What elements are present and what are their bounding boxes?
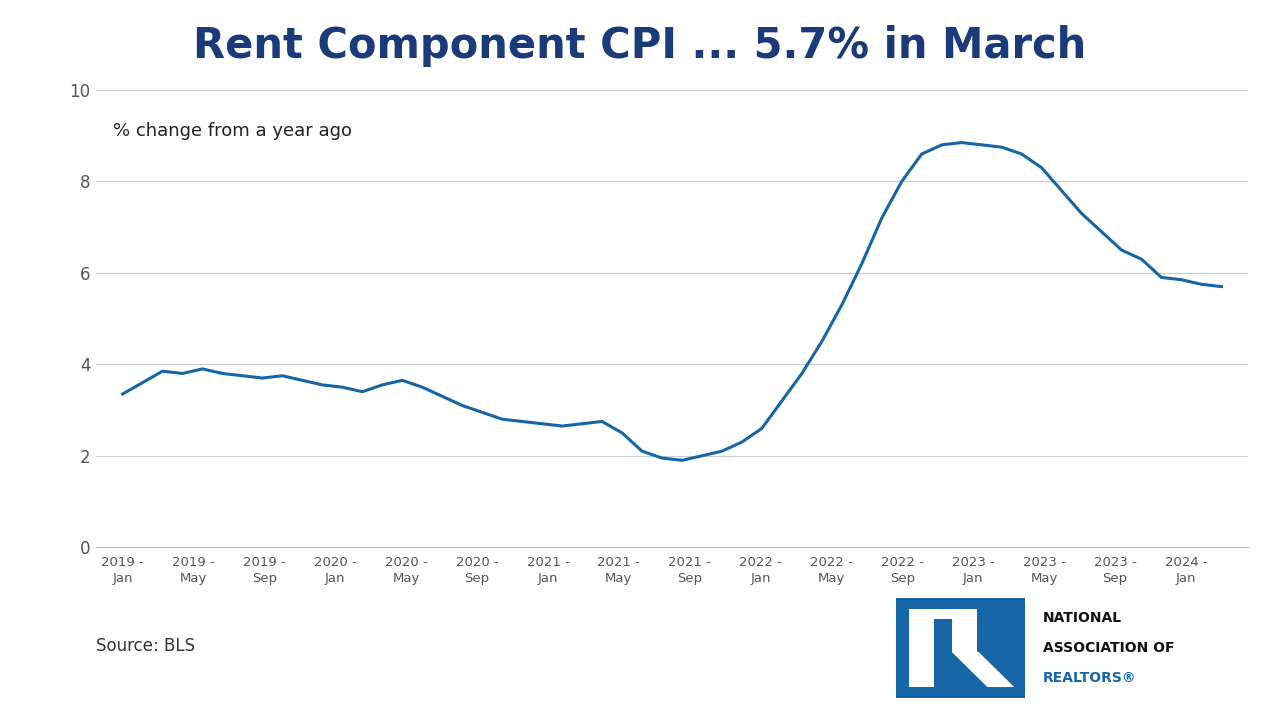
Bar (909, 609, 977, 619)
Text: % change from a year ago: % change from a year ago (114, 122, 352, 140)
Text: ASSOCIATION OF: ASSOCIATION OF (1043, 641, 1175, 655)
Bar (896, 598, 1025, 698)
Text: NATIONAL: NATIONAL (1043, 611, 1123, 625)
Bar (909, 609, 933, 687)
Bar (951, 609, 977, 652)
Text: Source: BLS: Source: BLS (96, 637, 195, 655)
Text: Rent Component CPI ... 5.7% in March: Rent Component CPI ... 5.7% in March (193, 25, 1087, 67)
Text: REALTORS®: REALTORS® (1043, 671, 1137, 685)
Polygon shape (951, 652, 1014, 687)
